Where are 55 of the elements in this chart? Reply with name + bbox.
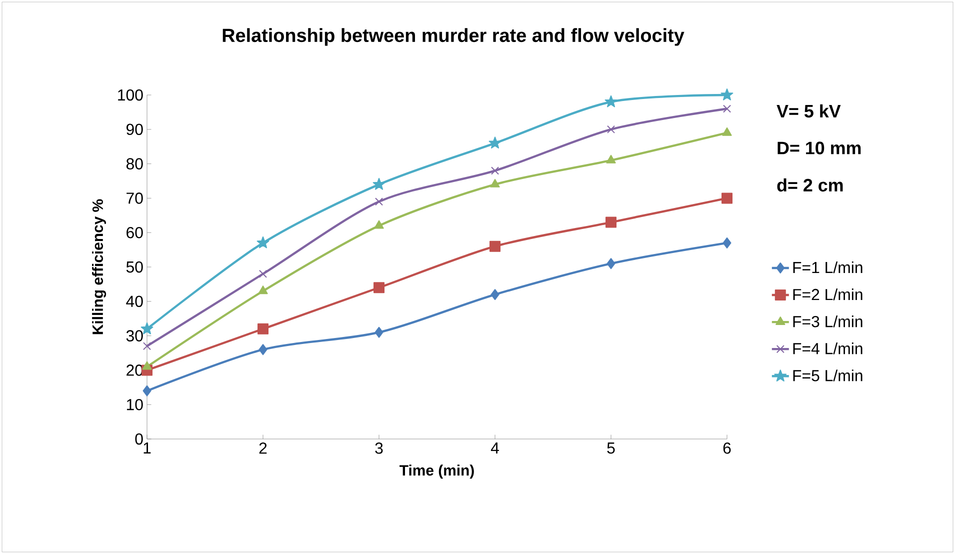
point (720, 88, 734, 100)
point (258, 344, 268, 356)
y-tick-label: 0 (135, 433, 143, 445)
point (606, 258, 616, 270)
legend-label: F=1 L/min (793, 261, 862, 274)
y-tick-label: 100 (118, 89, 143, 101)
chart-title: Relationship between murder rate and flow velocity (222, 28, 684, 46)
y-axis-title: Killing efficiency % (92, 199, 106, 334)
point (142, 361, 152, 370)
y-tick-label: 70 (126, 192, 143, 204)
legend-label: F=4 L/min (793, 342, 862, 354)
point (606, 125, 616, 134)
text: D= 10 mm (778, 142, 861, 154)
point (256, 236, 270, 248)
point (722, 104, 732, 113)
y-tick-label: 90 (126, 124, 143, 136)
point (374, 198, 384, 206)
text: d= 2 cm (777, 178, 843, 192)
point (490, 240, 501, 252)
point (722, 127, 732, 136)
legend-label: F=5 L/min (793, 370, 862, 382)
point (488, 136, 502, 149)
point (142, 342, 152, 350)
point (722, 237, 732, 248)
point (372, 178, 386, 190)
x-tick-label: 4 (490, 442, 499, 454)
y-tick-label: 10 (126, 398, 143, 410)
x-tick-label: 2 (259, 442, 267, 454)
point (604, 95, 618, 108)
point (490, 178, 500, 188)
x-tick-label: 5 (607, 442, 615, 454)
point (258, 270, 268, 278)
point (490, 289, 500, 300)
x-axis-title: Time (min) (400, 464, 474, 479)
point (606, 154, 616, 164)
legend-label: F=3 L/min (793, 316, 862, 328)
point (374, 220, 384, 229)
y-tick-label: 60 (126, 226, 143, 238)
x-tick-label: 3 (375, 442, 383, 454)
y-tick-label: 40 (126, 296, 143, 308)
point (374, 326, 384, 338)
point (374, 282, 385, 294)
point (606, 216, 617, 228)
point (142, 385, 152, 396)
x-tick-label: 6 (723, 442, 731, 454)
point (490, 166, 500, 175)
y-tick-label: 80 (126, 158, 143, 170)
x-tick-label: 1 (144, 442, 151, 454)
legend-label: F=2 L/min (793, 288, 862, 300)
point (258, 286, 268, 294)
point (258, 323, 269, 334)
text: V= 5 kV (776, 104, 841, 118)
y-tick-label: 30 (126, 330, 143, 342)
point (722, 192, 733, 204)
y-tick-label: 50 (126, 261, 143, 273)
